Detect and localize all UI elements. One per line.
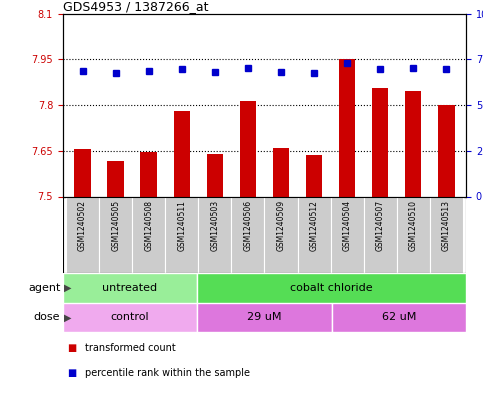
Text: ▶: ▶ bbox=[64, 312, 72, 322]
Bar bbox=[74, 149, 91, 196]
Bar bbox=[107, 161, 124, 196]
Bar bbox=[197, 273, 466, 303]
Text: transformed count: transformed count bbox=[85, 343, 175, 353]
Bar bbox=[63, 303, 197, 332]
Text: GSM1240506: GSM1240506 bbox=[243, 200, 253, 252]
Bar bbox=[430, 196, 463, 273]
Text: cobalt chloride: cobalt chloride bbox=[290, 283, 373, 293]
Bar bbox=[173, 111, 190, 196]
Text: ▶: ▶ bbox=[64, 283, 72, 293]
Bar bbox=[165, 196, 199, 273]
Bar bbox=[265, 196, 298, 273]
Bar bbox=[332, 303, 466, 332]
Bar bbox=[397, 196, 430, 273]
Bar bbox=[199, 196, 231, 273]
Bar bbox=[405, 92, 422, 196]
Bar bbox=[197, 303, 332, 332]
Text: GSM1240509: GSM1240509 bbox=[276, 200, 285, 252]
Bar bbox=[438, 105, 455, 196]
Text: percentile rank within the sample: percentile rank within the sample bbox=[85, 368, 250, 378]
Text: GSM1240512: GSM1240512 bbox=[310, 200, 318, 251]
Bar bbox=[298, 196, 330, 273]
Text: GSM1240508: GSM1240508 bbox=[144, 200, 153, 252]
Bar bbox=[339, 59, 355, 196]
Text: ■: ■ bbox=[68, 343, 77, 353]
Text: GSM1240502: GSM1240502 bbox=[78, 200, 87, 252]
Text: ■: ■ bbox=[68, 368, 77, 378]
Bar bbox=[306, 155, 322, 196]
Text: untreated: untreated bbox=[102, 283, 157, 293]
Bar bbox=[99, 196, 132, 273]
Text: GSM1240503: GSM1240503 bbox=[211, 200, 219, 252]
Bar bbox=[132, 196, 165, 273]
Bar bbox=[66, 196, 99, 273]
Bar bbox=[63, 273, 197, 303]
Bar bbox=[231, 196, 265, 273]
Text: 29 uM: 29 uM bbox=[247, 312, 282, 322]
Bar bbox=[364, 196, 397, 273]
Text: GSM1240511: GSM1240511 bbox=[177, 200, 186, 251]
Bar bbox=[330, 196, 364, 273]
Text: GSM1240505: GSM1240505 bbox=[111, 200, 120, 252]
Text: GSM1240513: GSM1240513 bbox=[442, 200, 451, 252]
Text: GDS4953 / 1387266_at: GDS4953 / 1387266_at bbox=[63, 0, 208, 13]
Text: dose: dose bbox=[34, 312, 60, 322]
Text: GSM1240507: GSM1240507 bbox=[376, 200, 384, 252]
Text: agent: agent bbox=[28, 283, 60, 293]
Text: 62 uM: 62 uM bbox=[382, 312, 416, 322]
Bar bbox=[207, 154, 223, 196]
Bar bbox=[273, 148, 289, 196]
Bar bbox=[372, 88, 388, 196]
Text: GSM1240504: GSM1240504 bbox=[342, 200, 352, 252]
Text: GSM1240510: GSM1240510 bbox=[409, 200, 418, 252]
Text: control: control bbox=[111, 312, 149, 322]
Bar bbox=[240, 101, 256, 196]
Bar bbox=[141, 152, 157, 196]
